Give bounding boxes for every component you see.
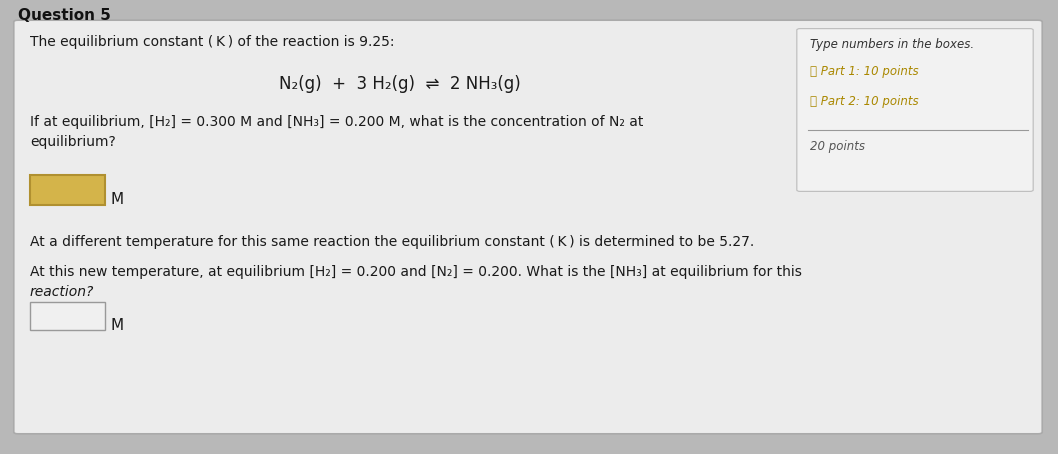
Text: At this new temperature, at equilibrium [H₂] = 0.200 and [N₂] = 0.200. What is t: At this new temperature, at equilibrium … xyxy=(30,265,802,279)
Text: reaction?: reaction? xyxy=(30,285,94,299)
Text: equilibrium?: equilibrium? xyxy=(30,135,115,149)
Text: The equilibrium constant ( K ) of the reaction is 9.25:: The equilibrium constant ( K ) of the re… xyxy=(30,35,395,49)
Text: ➿ Part 2: 10 points: ➿ Part 2: 10 points xyxy=(810,95,918,108)
FancyBboxPatch shape xyxy=(797,29,1034,192)
Text: ➿ Part 1: 10 points: ➿ Part 1: 10 points xyxy=(810,65,918,78)
Bar xyxy=(30,175,105,205)
Text: At a different temperature for this same reaction the equilibrium constant ( K ): At a different temperature for this same… xyxy=(30,235,754,249)
Text: If at equilibrium, [H₂] = 0.300 M and [NH₃] = 0.200 M, what is the concentration: If at equilibrium, [H₂] = 0.300 M and [N… xyxy=(30,115,643,129)
Text: 20 points: 20 points xyxy=(810,140,865,153)
Text: M: M xyxy=(110,318,123,333)
Text: N₂(g)  +  3 H₂(g)  ⇌  2 NH₃(g): N₂(g) + 3 H₂(g) ⇌ 2 NH₃(g) xyxy=(279,75,521,93)
Text: M: M xyxy=(110,192,123,207)
Text: Question 5: Question 5 xyxy=(18,8,111,23)
FancyBboxPatch shape xyxy=(14,20,1042,434)
Bar xyxy=(30,302,105,330)
Text: Type numbers in the boxes.: Type numbers in the boxes. xyxy=(810,38,974,51)
